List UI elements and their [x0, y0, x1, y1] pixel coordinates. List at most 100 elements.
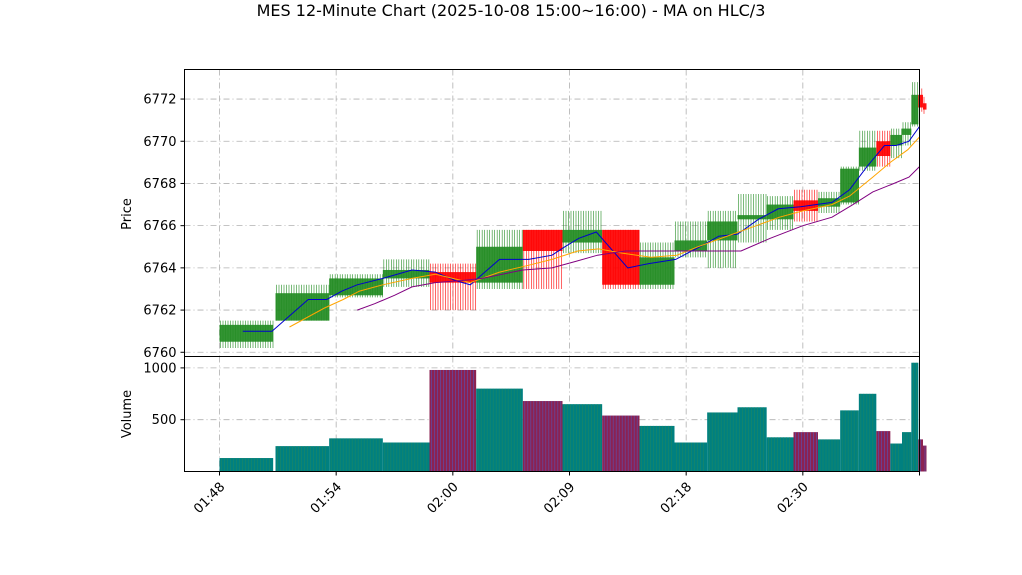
- volume-bar: [382, 442, 430, 472]
- candle-body: [918, 94, 923, 108]
- volume-bar-fill: [766, 437, 794, 472]
- volume-bar: [818, 439, 841, 472]
- candle: [876, 130, 891, 167]
- price-tick-label: 6762: [143, 304, 176, 319]
- candle-body: [840, 168, 859, 203]
- volume-bar: [674, 442, 708, 472]
- volume-bar-fill: [902, 432, 912, 472]
- volume-bar: [476, 388, 523, 472]
- candle-body: [476, 246, 523, 283]
- volume-tick-label: 1000: [143, 361, 176, 376]
- volume-bar: [858, 393, 877, 472]
- candle-body: [737, 215, 767, 220]
- volume-bar: [902, 432, 912, 472]
- volume-bar: [840, 410, 859, 472]
- price-y-ticks: 6760 6762 6764 6766 6768 6770 6772: [143, 93, 185, 361]
- x-tick-label: 02:00: [425, 480, 462, 517]
- x-tick-label: 02:09: [541, 480, 578, 517]
- candle-body: [911, 94, 919, 125]
- price-tick-label: 6770: [143, 135, 176, 150]
- volume-bar: [562, 404, 603, 472]
- volume-bar: [329, 438, 383, 472]
- candle: [382, 259, 430, 287]
- candle-body: [429, 272, 477, 283]
- candle-body: [639, 257, 675, 285]
- candle: [429, 263, 477, 311]
- candle-body: [382, 269, 430, 279]
- volume-panel-frame: [184, 356, 920, 472]
- candle: [890, 128, 902, 159]
- candle-body: [602, 229, 640, 285]
- candle: [219, 320, 274, 349]
- volume-bar-fill: [219, 458, 274, 472]
- volume-bar: [522, 401, 563, 472]
- candle: [737, 194, 767, 243]
- x-tick-label: 01:54: [308, 480, 345, 517]
- x-tick-label: 02:18: [658, 480, 695, 517]
- volume-axis-label: Volume: [120, 390, 135, 438]
- price-candles: [219, 82, 927, 349]
- volume-bar-fill: [876, 431, 891, 472]
- volume-bar-fill: [737, 407, 767, 472]
- volume-bar-fill: [429, 369, 477, 472]
- candle-body: [275, 293, 330, 321]
- moving-average-lines: [242, 126, 920, 332]
- candle: [840, 166, 859, 205]
- volume-bar-fill: [674, 442, 708, 472]
- volume-bar: [876, 431, 891, 472]
- candle-body: [876, 141, 891, 157]
- volume-tick-label: 500: [152, 413, 177, 428]
- volume-bar: [890, 443, 902, 472]
- price-axis-label: Price: [120, 198, 135, 230]
- volume-bar: [793, 432, 818, 472]
- volume-bar: [639, 425, 675, 472]
- volume-bar-fill: [793, 432, 818, 472]
- volume-bar: [918, 439, 923, 472]
- price-tick-label: 6766: [143, 219, 176, 234]
- volume-bar-fill: [382, 442, 430, 472]
- volume-bar: [707, 412, 738, 472]
- volume-bar-fill: [918, 439, 923, 472]
- x-tick-label: 02:30: [775, 480, 812, 517]
- time-x-ticks: 01:48 01:54 02:00 02:09 02:18 02:30: [191, 471, 920, 517]
- volume-bar-fill: [329, 438, 383, 472]
- volume-bar: [275, 446, 330, 472]
- moving-average-line: [242, 126, 920, 332]
- candle-body: [902, 128, 912, 135]
- candle: [858, 130, 877, 171]
- volume-bars: [219, 362, 927, 472]
- price-tick-label: 6764: [143, 261, 176, 276]
- volume-y-ticks: 500 1000: [143, 361, 185, 428]
- volume-bar: [766, 437, 794, 472]
- moving-average-line: [357, 166, 920, 311]
- chart-title: MES 12-Minute Chart (2025-10-08 15:00~16…: [257, 1, 766, 20]
- volume-bar-fill: [275, 446, 330, 472]
- candle-body: [923, 103, 927, 110]
- volume-bar-fill: [840, 410, 859, 472]
- candle: [275, 284, 330, 321]
- candle: [707, 210, 738, 268]
- candle-body: [707, 221, 738, 241]
- moving-average-line: [289, 136, 920, 328]
- volume-bar: [737, 407, 767, 472]
- candle: [923, 96, 927, 114]
- volume-bar: [602, 415, 640, 472]
- volume-bar-fill: [602, 415, 640, 472]
- candle-body: [522, 229, 563, 251]
- volume-bar: [219, 458, 274, 472]
- candle: [639, 242, 675, 289]
- volume-bar: [923, 445, 927, 472]
- x-tick-label: 01:48: [191, 480, 228, 517]
- price-tick-label: 6760: [143, 346, 176, 361]
- price-tick-label: 6768: [143, 177, 176, 192]
- price-tick-label: 6772: [143, 93, 176, 108]
- volume-bar: [911, 362, 919, 472]
- volume-bar-fill: [476, 388, 523, 472]
- candle-body: [890, 134, 902, 146]
- volume-bar-fill: [858, 393, 877, 472]
- candle: [911, 82, 919, 127]
- candle-body: [219, 324, 274, 342]
- volume-bar-fill: [911, 362, 919, 472]
- candle-body: [674, 240, 708, 251]
